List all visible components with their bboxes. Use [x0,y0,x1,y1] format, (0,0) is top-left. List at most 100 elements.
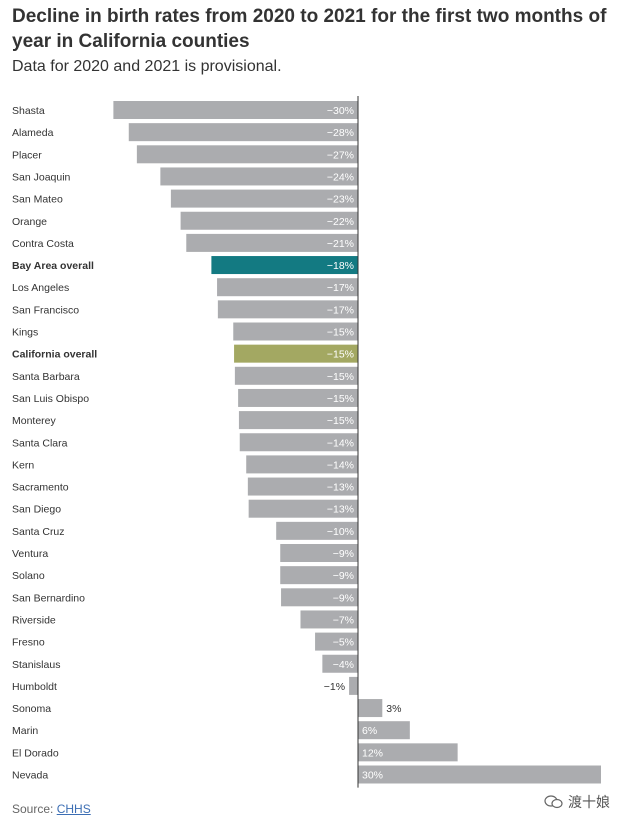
category-label-santa-clara: Santa Clara [12,437,68,449]
bar-san-diego [248,499,358,518]
category-label-kern: Kern [12,459,34,471]
value-label-fresno: −5% [333,637,354,649]
category-label-santa-barbara: Santa Barbara [12,371,80,383]
bar-san-francisco [217,300,358,319]
category-label-contra-costa: Contra Costa [12,238,74,250]
category-label-san-bernardino: San Bernardino [12,592,85,604]
bar-humboldt [349,676,358,695]
bar-alameda [128,123,358,142]
value-label-kings: −15% [327,327,354,339]
value-label-el-dorado: 12% [362,747,383,759]
value-label-san-francisco: −17% [327,304,354,316]
category-label-bay-area-overall: Bay Area overall [12,260,94,272]
category-label-san-mateo: San Mateo [12,194,63,206]
category-label-san-luis-obispo: San Luis Obispo [12,393,89,405]
bar-contra-costa [186,233,358,252]
value-label-santa-clara: −14% [327,437,354,449]
bar-solano [280,566,358,585]
category-label-san-joaquin: San Joaquin [12,171,71,183]
bar-los-angeles [217,278,358,297]
source-note: Source: CHHS [12,802,91,816]
value-label-humboldt: −1% [324,681,345,693]
wechat-icon [544,795,563,809]
value-label-contra-costa: −21% [327,238,354,250]
value-label-sonoma: 3% [386,703,401,715]
bar-san-bernardino [281,588,358,607]
bar-sonoma [358,699,383,718]
value-label-orange: −22% [327,216,354,228]
category-label-santa-cruz: Santa Cruz [12,526,65,538]
value-label-san-bernardino: −9% [333,592,354,604]
value-label-alameda: −28% [327,127,354,139]
bar-kings [233,322,358,341]
bar-san-luis-obispo [238,388,358,407]
value-label-san-luis-obispo: −15% [327,393,354,405]
category-label-sacramento: Sacramento [12,482,69,494]
category-label-los-angeles: Los Angeles [12,282,69,294]
category-label-california-overall: California overall [12,349,97,361]
bar-placer [136,145,358,164]
category-label-monterey: Monterey [12,415,57,427]
category-label-kings: Kings [12,327,38,339]
category-label-solano: Solano [12,570,45,582]
value-label-los-angeles: −17% [327,282,354,294]
value-label-solano: −9% [333,570,354,582]
category-label-san-francisco: San Francisco [12,304,79,316]
bar-marin [358,721,410,740]
bar-stanislaus [322,654,358,673]
chart-title: Decline in birth rates from 2020 to 2021… [12,6,607,52]
bar-el-dorado [358,743,458,762]
category-label-shasta: Shasta [12,105,45,117]
value-label-marin: 6% [362,725,377,737]
value-label-nevada: 30% [362,770,383,782]
category-label-humboldt: Humboldt [12,681,57,693]
value-label-stanislaus: −4% [333,659,354,671]
value-label-santa-barbara: −15% [327,371,354,383]
bar-nevada [358,765,601,784]
bar-chart: Shasta −30% Alameda −28% Placer −27% San Joaqu… [12,96,601,788]
bar-sacramento [247,477,358,496]
value-label-california-overall: −15% [327,349,354,361]
chart-subtitle: Data for 2020 and 2021 is provisional. [12,58,282,75]
bar-fresno [315,632,358,651]
bar-san-joaquin [160,167,358,186]
category-label-alameda: Alameda [12,127,54,139]
category-label-fresno: Fresno [12,637,45,649]
watermark: 渡十娘 [544,792,610,812]
category-label-el-dorado: El Dorado [12,747,59,759]
category-label-orange: Orange [12,216,47,228]
category-label-marin: Marin [12,725,38,737]
value-label-san-joaquin: −24% [327,171,354,183]
bar-riverside [300,610,358,629]
source-link[interactable]: CHHS [56,802,91,816]
value-label-shasta: −30% [327,105,354,117]
value-label-san-diego: −13% [327,504,354,516]
watermark-text: 渡十娘 [568,794,610,810]
category-label-placer: Placer [12,149,42,161]
bar-california-overall [234,344,358,363]
bar-santa-cruz [276,521,358,540]
value-label-bay-area-overall: −18% [327,260,354,272]
bar-bay-area-overall [211,256,358,275]
source-label: Source: [12,802,54,816]
value-label-santa-cruz: −10% [327,526,354,538]
bar-orange [180,211,358,230]
bar-monterey [238,411,358,430]
bar-kern [246,455,358,474]
value-label-placer: −27% [327,149,354,161]
bar-santa-clara [239,433,358,452]
bar-san-mateo [170,189,358,208]
bar-ventura [280,544,358,562]
bar-santa-barbara [234,366,358,385]
category-label-san-diego: San Diego [12,504,61,516]
category-label-ventura: Ventura [12,548,48,560]
value-label-riverside: −7% [333,614,354,626]
category-label-sonoma: Sonoma [12,703,51,715]
category-label-stanislaus: Stanislaus [12,659,60,671]
category-label-riverside: Riverside [12,614,56,626]
bar-shasta [113,101,358,119]
value-label-san-mateo: −23% [327,194,354,206]
value-label-monterey: −15% [327,415,354,427]
value-label-sacramento: −13% [327,482,354,494]
value-label-ventura: −9% [333,548,354,560]
